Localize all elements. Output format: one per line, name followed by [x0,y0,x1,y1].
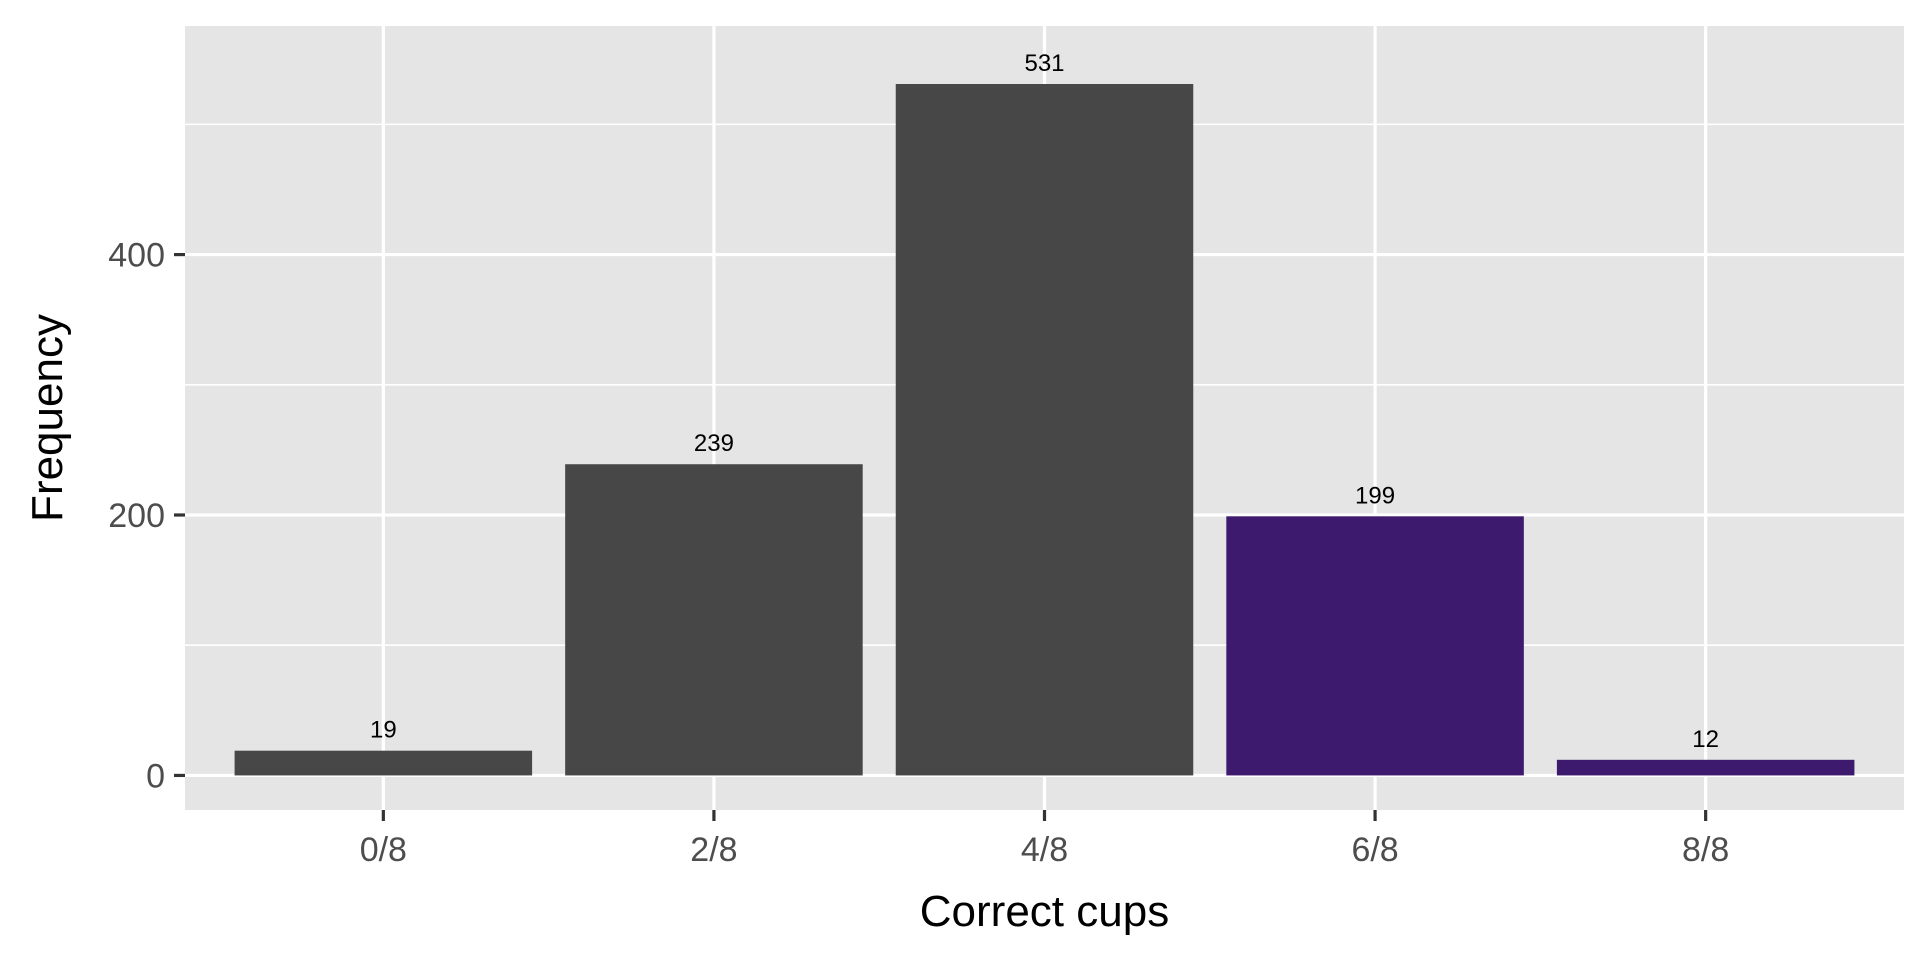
bar-value-label: 199 [1355,482,1395,509]
bar [234,750,533,776]
x-tick-label: 0/8 [360,831,407,869]
y-tick-label: 200 [108,497,165,535]
y-tick-label: 400 [108,237,165,275]
y-tick-label: 0 [146,757,165,795]
bar-value-label: 531 [1024,50,1064,77]
x-tick-label: 8/8 [1682,831,1729,869]
x-axis-title: Correct cups [920,887,1169,936]
x-tick-label: 6/8 [1351,831,1398,869]
bar [1226,516,1524,776]
y-axis: 0 200 400 [108,237,185,795]
bar-value-label: 239 [694,430,734,457]
bar-value-label: 19 [370,717,397,744]
bar-value-labels: 19 239 531 199 12 [370,50,1719,753]
bar [565,464,863,776]
bars [234,84,1855,776]
x-tick-label: 4/8 [1021,831,1068,869]
bar [1556,759,1855,776]
x-axis: 0/8 2/8 4/8 6/8 8/8 [360,810,1729,869]
bar-value-label: 12 [1692,726,1719,753]
y-axis-title: Frequency [23,314,72,522]
bar [895,84,1194,776]
x-tick-label: 2/8 [690,831,737,869]
